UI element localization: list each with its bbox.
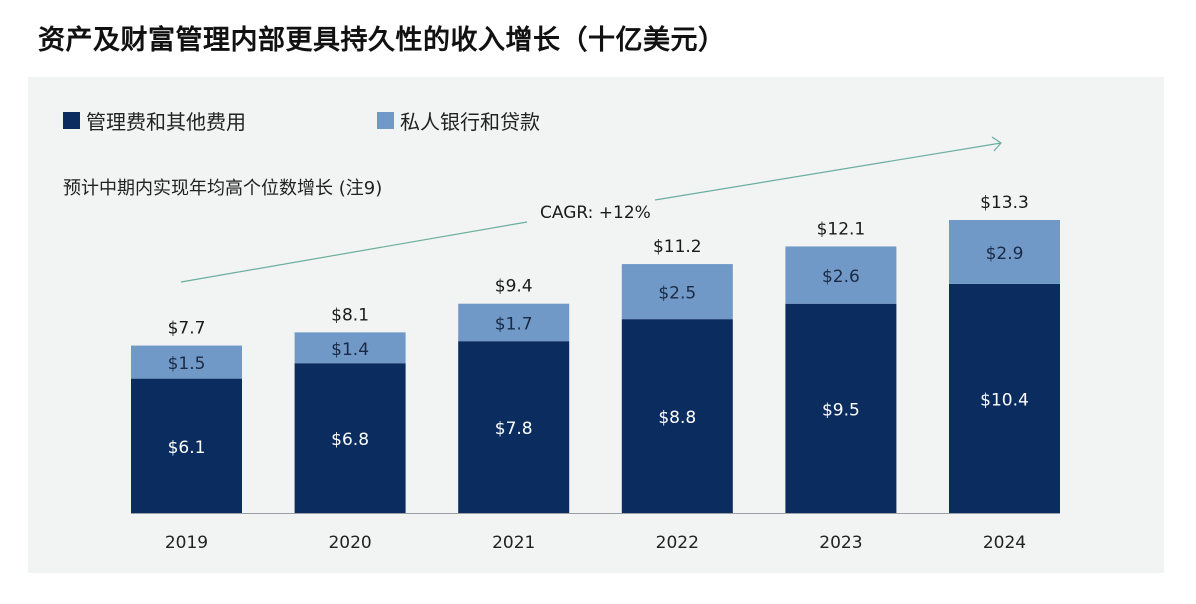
bar-fees-2024: [949, 283, 1060, 513]
data-label-fees-2023: $9.5: [822, 400, 860, 420]
legend-item-banking: 私人银行和贷款: [377, 106, 540, 135]
legend-swatch-fees: [63, 112, 80, 129]
data-label-banking-2022: $2.5: [658, 284, 696, 304]
data-label-banking-2024: $2.9: [986, 244, 1024, 264]
cagr-arrowhead: [991, 136, 1002, 152]
x-tick-2019: 2019: [165, 533, 208, 553]
chart-subtitle: 预计中期内实现年均高个位数增长 (注9): [63, 178, 383, 199]
chart-title: 资产及财富管理内部更具持久性的收入增长（十亿美元）: [38, 25, 726, 56]
bar-banking-2021: [458, 303, 570, 342]
bar-fees-2023: [785, 303, 897, 513]
total-label-2019: $7.7: [168, 319, 206, 339]
total-label-2022: $11.2: [653, 237, 702, 257]
total-label-2021: $9.4: [495, 277, 533, 297]
data-label-fees-2024: $10.4: [980, 390, 1029, 410]
total-label-2020: $8.1: [331, 305, 369, 325]
bar-banking-2022: [621, 264, 733, 320]
bar-banking-2023: [785, 246, 897, 304]
bar-banking-2024: [949, 220, 1060, 284]
bar-banking-2019: [131, 345, 242, 379]
data-label-banking-2020: $1.4: [331, 340, 369, 360]
bar-fees-2020: [294, 363, 406, 513]
data-label-banking-2023: $2.6: [822, 267, 860, 287]
data-label-fees-2021: $7.8: [495, 419, 533, 439]
bar-banking-2020: [294, 332, 406, 364]
data-label-fees-2020: $6.8: [331, 430, 369, 450]
total-label-2024: $13.3: [980, 193, 1029, 213]
cagr-line-left: [180, 221, 528, 283]
bar-fees-2021: [458, 341, 570, 513]
legend-item-fees: 管理费和其他费用: [63, 106, 246, 135]
legend-label-fees: 管理费和其他费用: [86, 110, 246, 134]
data-label-banking-2021: $1.7: [495, 314, 533, 334]
legend-swatch-banking: [377, 112, 394, 129]
x-tick-2023: 2023: [819, 533, 862, 553]
x-tick-2020: 2020: [328, 533, 371, 553]
bar-fees-2019: [131, 378, 242, 513]
total-label-2023: $12.1: [817, 219, 866, 239]
x-tick-2022: 2022: [656, 533, 699, 553]
legend-label-banking: 私人银行和贷款: [400, 110, 540, 134]
bar-fees-2022: [621, 319, 733, 513]
data-label-fees-2019: $6.1: [168, 438, 206, 458]
x-tick-2024: 2024: [983, 533, 1026, 553]
data-label-banking-2019: $1.5: [168, 354, 206, 374]
data-label-fees-2022: $8.8: [658, 408, 696, 428]
cagr-line-right: [654, 142, 1002, 201]
x-tick-2021: 2021: [492, 533, 535, 553]
cagr-label: CAGR: +12%: [540, 203, 651, 223]
